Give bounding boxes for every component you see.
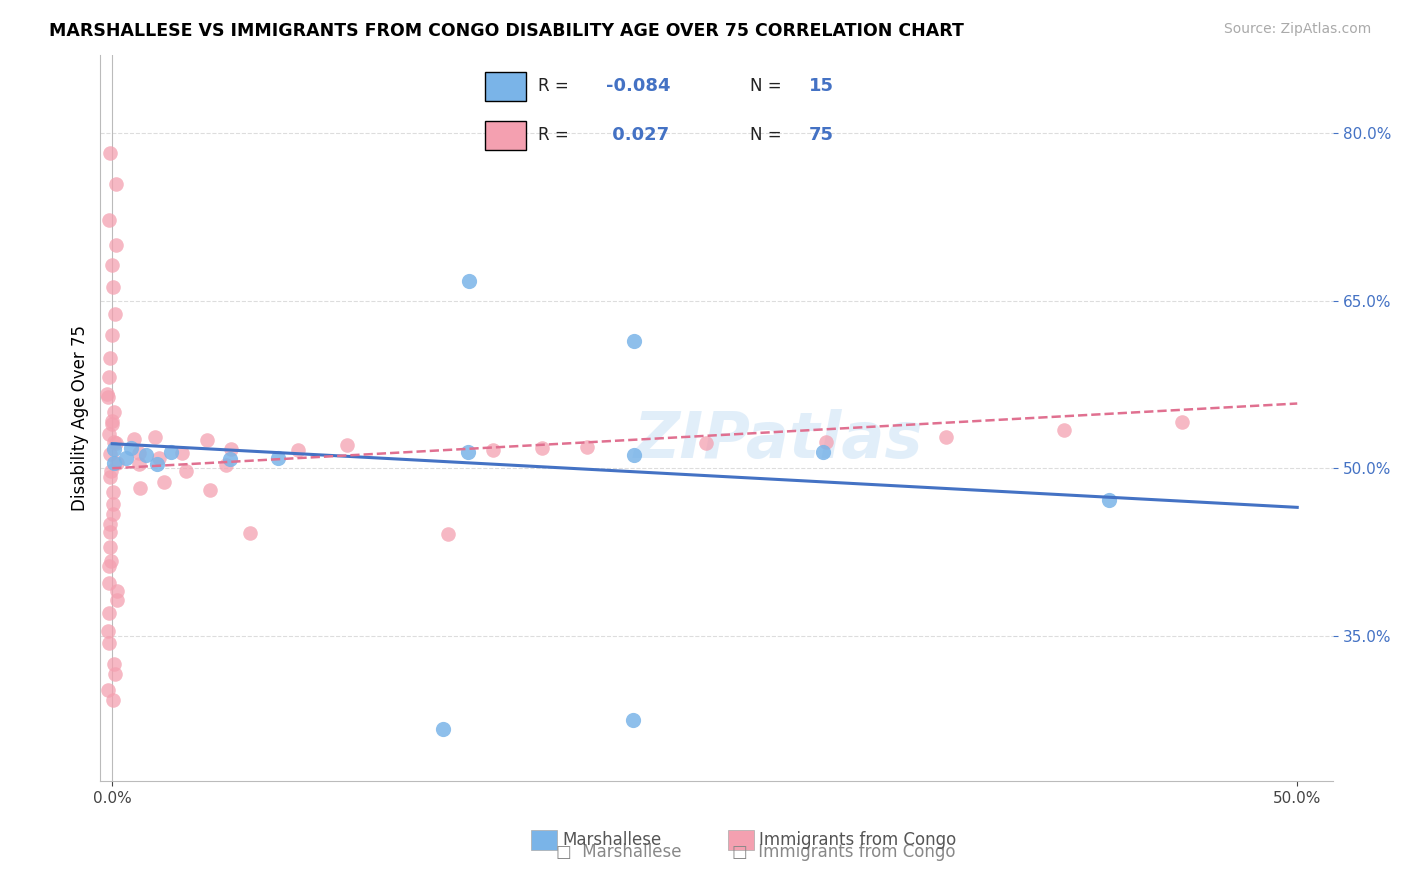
Point [336, 437, 359, 451]
Point [153, 475, 176, 490]
Point [481, 442, 503, 457]
Point [267, 451, 290, 466]
Point [457, 445, 479, 459]
Point [103, 457, 125, 471]
Point [239, 526, 262, 541]
Point [101, 507, 124, 521]
Point [219, 442, 242, 456]
Point [98, 470, 121, 484]
Point [105, 593, 128, 607]
Text: ZIPatlas: ZIPatlas [634, 409, 922, 471]
Point [457, 274, 479, 288]
Point [101, 328, 124, 343]
Text: MARSHALLESE VS IMMIGRANTS FROM CONGO DISABILITY AGE OVER 75 CORRELATION CHART: MARSHALLESE VS IMMIGRANTS FROM CONGO DIS… [49, 22, 965, 40]
Point [104, 178, 127, 192]
Point [143, 430, 166, 444]
Point [98, 370, 121, 384]
Point [98, 213, 121, 227]
Point [105, 237, 128, 252]
Point [100, 417, 122, 431]
Text: Immigrants from Congo: Immigrants from Congo [759, 831, 956, 849]
Point [105, 584, 128, 599]
Point [98, 525, 121, 540]
Point [96, 386, 118, 401]
Point [98, 351, 121, 366]
Point [120, 441, 142, 455]
Text: Source: ZipAtlas.com: Source: ZipAtlas.com [1223, 22, 1371, 37]
Point [198, 483, 221, 497]
Point [160, 445, 183, 459]
Point [98, 607, 121, 621]
Point [98, 516, 121, 531]
Point [129, 481, 152, 495]
Point [97, 624, 120, 638]
Point [98, 145, 121, 160]
Point [103, 280, 125, 294]
Point [103, 657, 125, 671]
Point [122, 432, 145, 446]
Text: □  Immigrants from Congo: □ Immigrants from Congo [733, 843, 955, 861]
Point [172, 445, 194, 459]
Point [100, 554, 122, 568]
Point [437, 527, 460, 541]
Point [97, 682, 120, 697]
Point [98, 575, 121, 590]
Point [815, 435, 838, 450]
Point [97, 559, 120, 574]
Point [215, 458, 238, 472]
Point [623, 334, 645, 348]
Point [1098, 492, 1121, 507]
Point [97, 390, 120, 404]
Point [98, 635, 121, 649]
Point [101, 692, 124, 706]
Point [97, 427, 120, 442]
Point [197, 433, 219, 447]
Point [174, 464, 197, 478]
Text: Marshallese: Marshallese [562, 831, 662, 849]
Point [103, 484, 125, 499]
Point [104, 436, 127, 450]
Point [695, 436, 717, 450]
Point [432, 723, 454, 737]
Point [101, 498, 124, 512]
Point [100, 464, 122, 478]
Point [146, 458, 169, 472]
Point [287, 442, 309, 457]
Point [1171, 415, 1194, 429]
Point [148, 450, 170, 465]
Point [98, 541, 121, 555]
Point [219, 452, 242, 467]
Point [103, 404, 125, 418]
Text: □  Marshallese: □ Marshallese [555, 843, 682, 861]
Point [103, 435, 125, 450]
Point [128, 445, 150, 459]
Point [105, 456, 128, 470]
Point [621, 713, 644, 727]
Point [623, 448, 645, 462]
Point [935, 430, 957, 444]
Point [104, 667, 127, 681]
Point [575, 440, 598, 454]
Y-axis label: Disability Age Over 75: Disability Age Over 75 [72, 325, 89, 511]
Point [1053, 423, 1076, 437]
Point [98, 447, 121, 461]
Point [530, 442, 553, 456]
Point [128, 457, 150, 471]
Point [101, 414, 124, 428]
Point [103, 442, 125, 457]
Point [114, 451, 136, 466]
Point [101, 258, 124, 272]
Point [135, 448, 157, 462]
Point [104, 307, 127, 321]
Point [813, 445, 835, 459]
